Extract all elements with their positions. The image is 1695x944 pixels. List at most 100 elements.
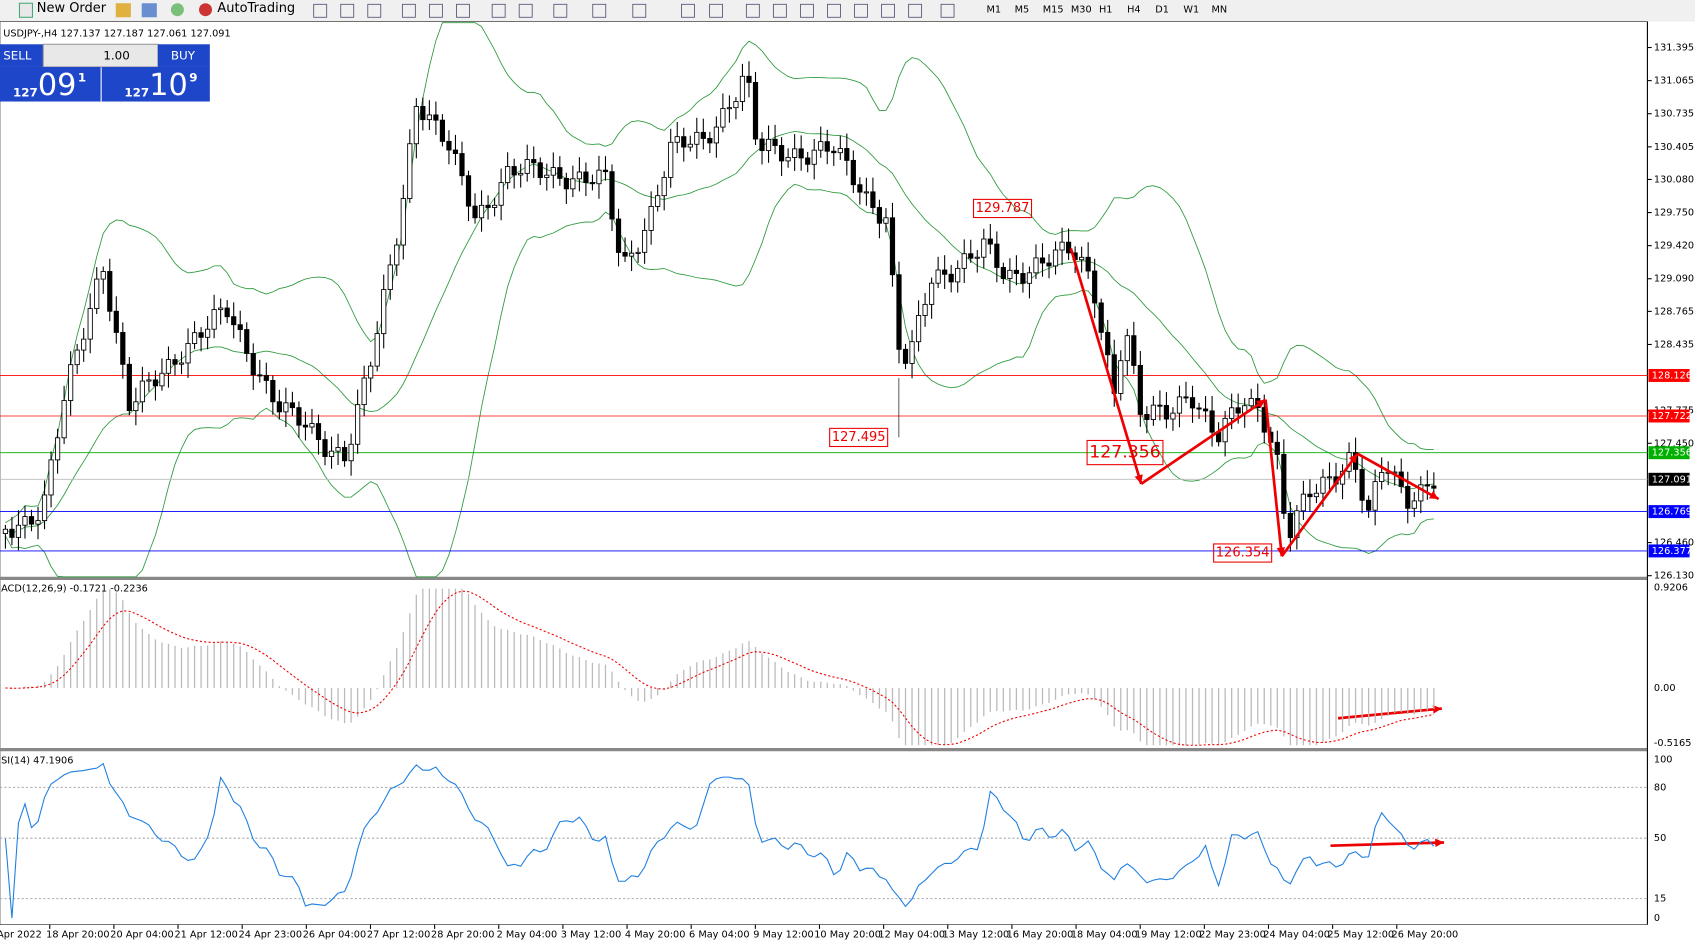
candle-body [1196,407,1202,410]
candle-body [374,333,380,367]
candle-body [250,353,256,376]
candle-body [322,439,328,457]
candle-body [1013,269,1020,274]
time-label: 20 Apr 04:00 [110,929,173,940]
time-label: 28 Apr 20:00 [431,929,494,940]
timeframe[interactable]: W1 [1183,5,1199,16]
timeframe[interactable]: H1 [1099,5,1113,16]
time-label: 13 May 12:00 [943,929,1010,940]
candle-body [752,81,759,140]
tool-icon [456,3,470,18]
candle-body [518,172,524,176]
candle-body [413,106,419,145]
candle-body [420,106,426,121]
lot-input[interactable] [42,43,159,68]
candle-body [191,332,198,344]
candle-body [942,269,948,275]
candle-body [1372,481,1378,511]
candle-body [674,136,680,143]
arrow [1264,399,1284,557]
timeframes: M1 M5 M15 M30 H1 H4 D1 W1 MN [986,5,1227,16]
candle-body [113,310,119,333]
timeframe[interactable]: M5 [1015,5,1030,16]
icon [115,3,131,18]
tool-icon [518,3,533,18]
candle-body [394,244,400,266]
candle-body [628,252,635,257]
candle-body [844,148,850,161]
candle-body [615,218,622,253]
tool-icon [401,3,416,18]
time-label: 26 Apr 04:00 [303,929,366,940]
candle-body [1405,485,1411,509]
tool-icon [428,3,443,18]
rsi-label: SI(14) 47.1906 [1,755,73,766]
candle-body [968,253,974,259]
annotation-box [829,427,889,448]
time-label: 12 May 04:00 [878,929,945,940]
timeframe[interactable]: M30 [1071,5,1092,16]
candle-body [563,177,569,190]
candle-body [1235,407,1241,414]
candle-body [1098,302,1104,333]
candle-body [681,136,687,148]
time-label: 2 May 04:00 [497,929,558,940]
candle-body [655,195,661,207]
timeframe[interactable]: M1 [986,5,1001,16]
rsi-tick: 15 [1654,894,1666,905]
price-tick: 129.090 [1654,274,1694,285]
candle-body [35,520,41,525]
level-label: 126.769 [1652,507,1692,518]
tool-icon [881,3,895,18]
tool-icon [592,3,607,18]
candle-body [1379,472,1385,483]
timeframe[interactable]: MN [1211,5,1227,16]
level-tag [1648,505,1690,519]
level-tag [1648,368,1690,382]
buy-button[interactable] [157,44,210,67]
time-label: 26 May 20:00 [1392,929,1459,940]
sell-button[interactable] [0,44,44,67]
candle-body [896,274,902,350]
candle-body [778,145,785,162]
buy-big: 10 [149,68,188,103]
candle-body [407,143,413,199]
candle-body [1320,476,1326,494]
candle-body [922,303,928,316]
arrow [1280,452,1359,558]
candle-body [120,332,126,365]
new-order: New Order [37,1,107,16]
autotrading-button[interactable]: AutoTrading [199,1,295,17]
new-order-button[interactable]: New Order [18,1,107,18]
candle-body [707,138,713,144]
candle-body [257,374,263,377]
chart-area [0,21,1648,925]
tool-icon [367,3,382,18]
candle-body [1202,408,1209,412]
candle-body [557,167,563,179]
timeframe[interactable]: H4 [1127,5,1141,16]
candle-body [146,379,152,382]
rsi-tick: 0 [1654,913,1660,924]
candle-body [485,204,491,208]
candle-body [870,191,876,208]
candle-body [1039,257,1046,264]
candle-body [609,171,615,220]
candle-body [41,494,48,522]
candle-body [1359,469,1365,501]
level-tag [1648,472,1690,486]
candle-body [1366,499,1372,511]
timeframe[interactable]: D1 [1155,5,1169,16]
candle-body [94,278,100,309]
annotation: 126.354 [1216,546,1270,561]
tool-icon [908,3,923,18]
candle-body [1131,335,1137,366]
tool-icon [681,3,695,18]
price-tick: 129.750 [1654,208,1694,219]
tool-icon [800,3,814,18]
icon [170,3,184,17]
candle-body [74,349,80,366]
price-tick: 129.420 [1654,241,1694,252]
macd-tick: 0.00 [1654,683,1676,694]
timeframe[interactable]: M15 [1043,5,1064,16]
